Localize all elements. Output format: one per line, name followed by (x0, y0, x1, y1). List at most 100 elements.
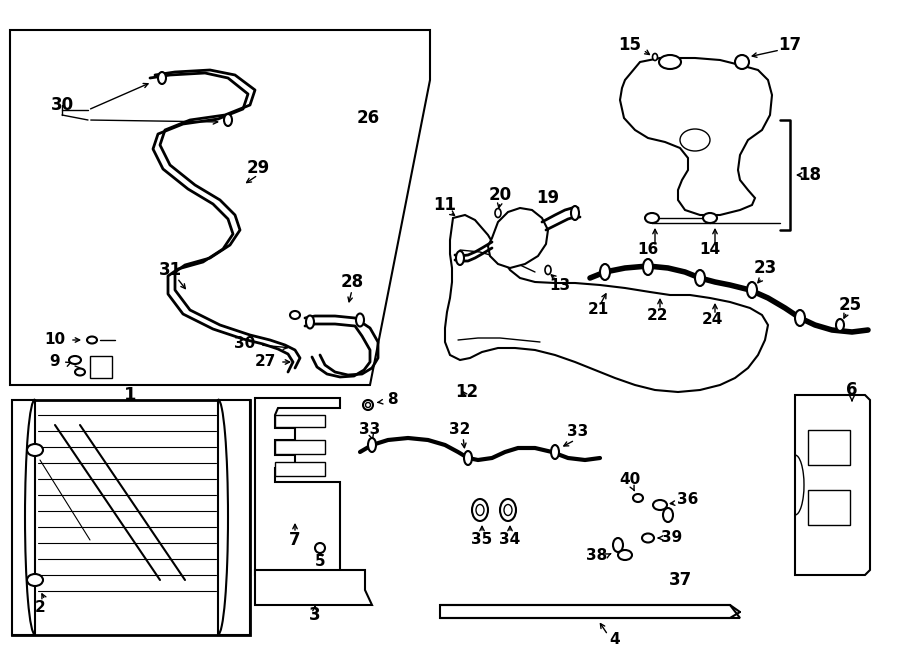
Ellipse shape (495, 208, 501, 217)
Text: 23: 23 (753, 259, 777, 277)
Ellipse shape (472, 499, 488, 521)
Text: 32: 32 (449, 422, 471, 438)
Ellipse shape (306, 315, 314, 329)
Ellipse shape (500, 499, 516, 521)
Text: 18: 18 (798, 166, 822, 184)
Polygon shape (255, 398, 340, 575)
Text: 20: 20 (489, 186, 511, 204)
Ellipse shape (735, 55, 749, 69)
Text: 21: 21 (588, 303, 608, 317)
Text: 39: 39 (662, 531, 682, 545)
Text: 19: 19 (536, 189, 560, 207)
Ellipse shape (747, 282, 757, 298)
Ellipse shape (659, 55, 681, 69)
Text: 28: 28 (340, 273, 364, 291)
Ellipse shape (464, 451, 472, 465)
Ellipse shape (504, 504, 512, 516)
Text: 9: 9 (50, 354, 60, 369)
Ellipse shape (600, 264, 610, 280)
Text: 33: 33 (567, 424, 589, 440)
Text: 4: 4 (609, 633, 620, 648)
Ellipse shape (680, 129, 710, 151)
Text: 35: 35 (472, 533, 492, 547)
Text: 36: 36 (678, 492, 698, 508)
Ellipse shape (363, 400, 373, 410)
Ellipse shape (87, 336, 97, 344)
Ellipse shape (476, 504, 484, 516)
Text: 37: 37 (669, 571, 691, 589)
Polygon shape (620, 58, 772, 215)
Text: 31: 31 (158, 261, 182, 279)
Ellipse shape (69, 356, 81, 364)
Ellipse shape (290, 311, 300, 319)
Ellipse shape (27, 444, 43, 456)
Ellipse shape (224, 114, 232, 126)
Polygon shape (795, 395, 870, 575)
Bar (808, 490, 850, 525)
Text: 16: 16 (637, 243, 659, 258)
Text: 3: 3 (310, 606, 320, 624)
Ellipse shape (545, 266, 551, 274)
Text: 22: 22 (647, 307, 669, 323)
Ellipse shape (613, 538, 623, 552)
Ellipse shape (633, 494, 643, 502)
Text: 17: 17 (778, 36, 802, 54)
Polygon shape (255, 570, 372, 605)
Text: 30: 30 (50, 96, 74, 114)
Text: 15: 15 (618, 36, 642, 54)
Ellipse shape (368, 438, 376, 452)
Polygon shape (10, 30, 430, 385)
Ellipse shape (795, 310, 805, 326)
Bar (90, 356, 112, 378)
Ellipse shape (27, 574, 43, 586)
Text: 13: 13 (549, 278, 571, 293)
Text: 11: 11 (434, 196, 456, 214)
Bar (275, 440, 325, 454)
Polygon shape (12, 400, 35, 635)
Text: 27: 27 (255, 354, 275, 369)
Bar (808, 430, 850, 465)
Text: 1: 1 (124, 386, 136, 404)
Text: 25: 25 (839, 296, 861, 314)
Text: 6: 6 (846, 381, 858, 399)
Ellipse shape (365, 403, 371, 407)
Text: 34: 34 (500, 533, 520, 547)
Ellipse shape (618, 550, 632, 560)
Text: 26: 26 (356, 109, 380, 127)
Ellipse shape (703, 213, 717, 223)
Ellipse shape (571, 206, 579, 220)
Ellipse shape (652, 54, 658, 61)
Text: 24: 24 (701, 313, 723, 327)
Text: 14: 14 (699, 243, 721, 258)
Ellipse shape (645, 213, 659, 223)
Text: 5: 5 (315, 555, 325, 570)
Polygon shape (440, 605, 740, 618)
Text: 12: 12 (455, 383, 479, 401)
Polygon shape (445, 215, 768, 392)
Ellipse shape (836, 319, 844, 331)
Text: 10: 10 (44, 332, 66, 348)
Ellipse shape (695, 270, 705, 286)
Bar (12, 400, 250, 635)
Text: 8: 8 (387, 393, 397, 407)
Ellipse shape (456, 251, 464, 265)
Ellipse shape (653, 500, 667, 510)
Text: 2: 2 (34, 600, 45, 615)
Text: 33: 33 (359, 422, 381, 438)
Text: 30: 30 (234, 336, 256, 350)
Ellipse shape (158, 72, 166, 84)
Ellipse shape (663, 508, 673, 522)
Text: 29: 29 (247, 159, 270, 177)
Bar (275, 415, 325, 427)
Polygon shape (218, 400, 250, 635)
Ellipse shape (315, 543, 325, 553)
Ellipse shape (356, 313, 364, 327)
Polygon shape (488, 208, 548, 268)
Ellipse shape (643, 259, 653, 275)
Bar (275, 462, 325, 476)
Text: 38: 38 (587, 547, 608, 563)
Ellipse shape (551, 445, 559, 459)
Text: 7: 7 (289, 531, 301, 549)
Ellipse shape (642, 533, 654, 543)
Ellipse shape (75, 368, 85, 375)
